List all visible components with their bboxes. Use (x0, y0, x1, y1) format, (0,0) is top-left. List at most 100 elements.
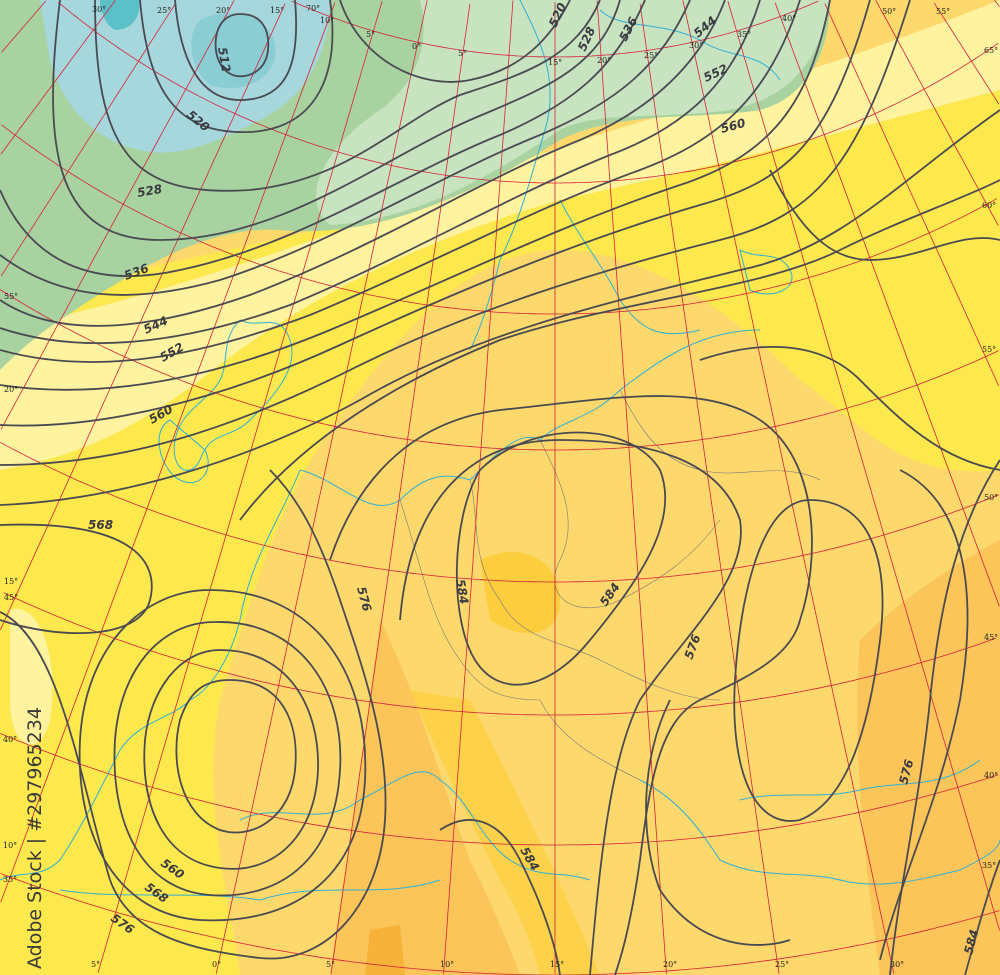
contour-584-south (439, 819, 561, 975)
longitude-label: 5° (91, 960, 100, 969)
latitude-label: 35° (982, 861, 996, 870)
longitude-label: 25° (644, 51, 658, 60)
low-560 (113, 621, 342, 897)
longitude-label: 20° (597, 56, 611, 65)
parallel-line (0, 733, 999, 846)
contour-556 (0, 0, 831, 391)
low-inner (175, 679, 297, 834)
latitude-labels-left: 55° 20° 15° 45° 40° 10° 35° (3, 292, 18, 884)
longitude-label: 0° (212, 960, 221, 969)
meridian-line (215, 0, 428, 974)
contour-580 (399, 439, 742, 975)
contour-low-ring-south (645, 699, 791, 946)
meridian-line (97, 1, 383, 973)
blue-core (191, 13, 276, 89)
parallel-line (0, 873, 1000, 975)
contour-516 (174, 0, 298, 101)
contour-label: 560 (719, 116, 747, 136)
deep-orange-patch (365, 925, 405, 975)
longitude-label: 55° (936, 7, 950, 16)
latitude-label: 65° (984, 46, 998, 55)
meridian-line (330, 3, 471, 975)
deep-yellow-band (410, 690, 600, 975)
longitude-label: 30° (689, 41, 703, 50)
contour-568 (0, 523, 153, 635)
meridian-line (774, 2, 1000, 607)
longitude-label: 20° (216, 6, 230, 15)
contour-584-east (964, 859, 1000, 975)
yellow-region-right (860, 90, 1000, 420)
longitude-label: 5° (326, 960, 335, 969)
longitude-label: 20° (663, 960, 677, 969)
watermark-text: Adobe Stock | #297965234 (24, 707, 46, 969)
longitude-label: 10° (320, 16, 334, 25)
latitude-label: 45° (4, 593, 18, 602)
contour-576-central (329, 395, 813, 975)
orange-region-east (857, 540, 1000, 975)
longitude-labels-bottom: 5° 0° 5° 10° 15° 20° 25° 30° (91, 960, 904, 969)
latitude-label: 35° (3, 875, 17, 884)
longitude-label: 15° (548, 58, 562, 67)
longitude-label: 20° (4, 385, 18, 394)
low-568 (78, 589, 367, 922)
meridian-line (933, 2, 1000, 105)
contour-576-east (889, 459, 1000, 975)
meridian-line (443, 0, 514, 975)
meridian-line (824, 3, 1000, 387)
contour-576-west (0, 469, 387, 960)
contour-label: 512 (215, 46, 233, 73)
meridian-line (682, 0, 895, 974)
longitude-label: 0° (412, 42, 421, 51)
meridian-line (639, 3, 780, 975)
contour-520-east (339, 0, 571, 83)
latitude-label: 70° (306, 4, 320, 13)
contour-584-high (455, 431, 667, 686)
latitude-label: 45° (984, 633, 998, 642)
contour-568-north (0, 109, 1000, 506)
pale-yellow-band (0, 0, 1000, 470)
latitude-label: 60° (982, 201, 996, 210)
meridian-line (596, 0, 667, 975)
latitude-label: 55° (4, 292, 18, 301)
contour-560 (0, 0, 871, 427)
contour-572 (239, 179, 1000, 521)
light-green-region (300, 0, 830, 225)
meridian-line (875, 0, 999, 226)
longitude-label: 5° (458, 49, 467, 58)
latitude-label: 50° (984, 493, 998, 502)
latitude-labels-right: 65° 60° 55° 50° 45° 40° 35° (982, 46, 998, 870)
longitude-label: 40° (782, 14, 796, 23)
longitude-label: 30° (92, 5, 106, 14)
contour-label: 528 (136, 182, 163, 200)
meridian-line (994, 0, 1000, 7)
coastlines (0, 0, 1000, 901)
parallel-line (0, 442, 999, 583)
longitude-label: 30° (890, 960, 904, 969)
contour-label: 584 (453, 578, 471, 605)
contour-532 (52, 0, 621, 241)
contour-label: 576 (896, 758, 916, 786)
meridian-line (0, 2, 336, 903)
contour-512 (214, 13, 270, 78)
latitude-label: 55° (982, 345, 996, 354)
contour-label: 576 (354, 585, 374, 613)
watermark: Adobe Stock | #297965234 (22, 707, 48, 970)
contour-528 (94, 0, 601, 192)
contour-544 (0, 0, 726, 327)
low-552 (143, 649, 319, 870)
longitude-label: 25° (775, 960, 789, 969)
contour-548 (0, 0, 761, 345)
parallel-line (0, 289, 999, 451)
longitude-label: 50° (882, 7, 896, 16)
latitude-label: 40° (984, 771, 998, 780)
contour-576-east-low (733, 499, 884, 822)
contour-564 (0, 0, 911, 466)
contour-520-west (139, 0, 334, 133)
longitude-label: 25° (157, 6, 171, 15)
contour-540 (0, 0, 691, 296)
parallel-line (57, 1, 999, 184)
